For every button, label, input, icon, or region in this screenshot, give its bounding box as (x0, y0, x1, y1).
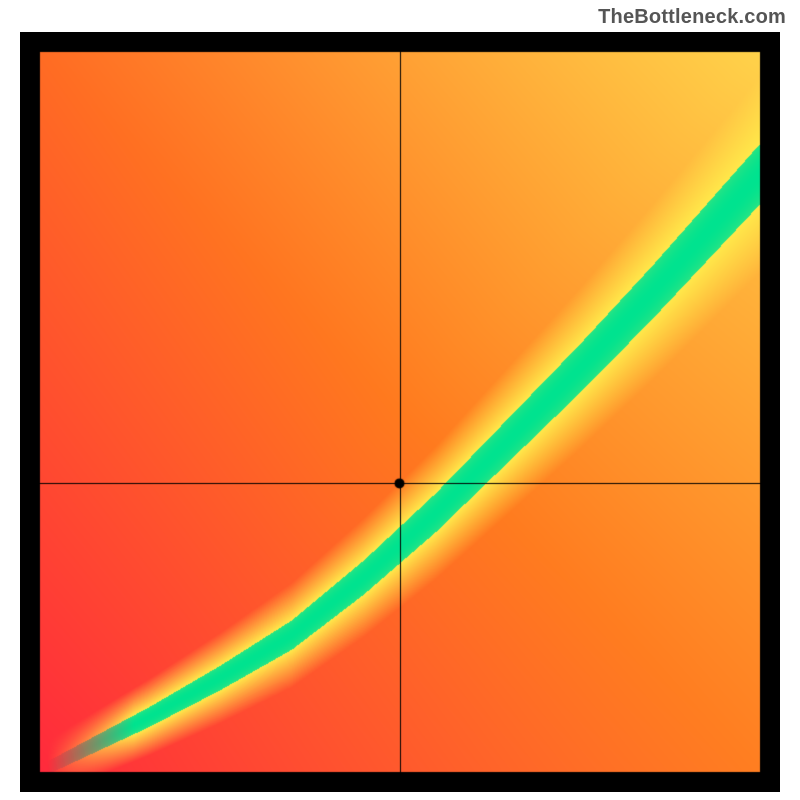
watermark-text: TheBottleneck.com (598, 6, 786, 29)
heatmap-canvas (20, 32, 780, 792)
heatmap-chart (20, 32, 780, 792)
